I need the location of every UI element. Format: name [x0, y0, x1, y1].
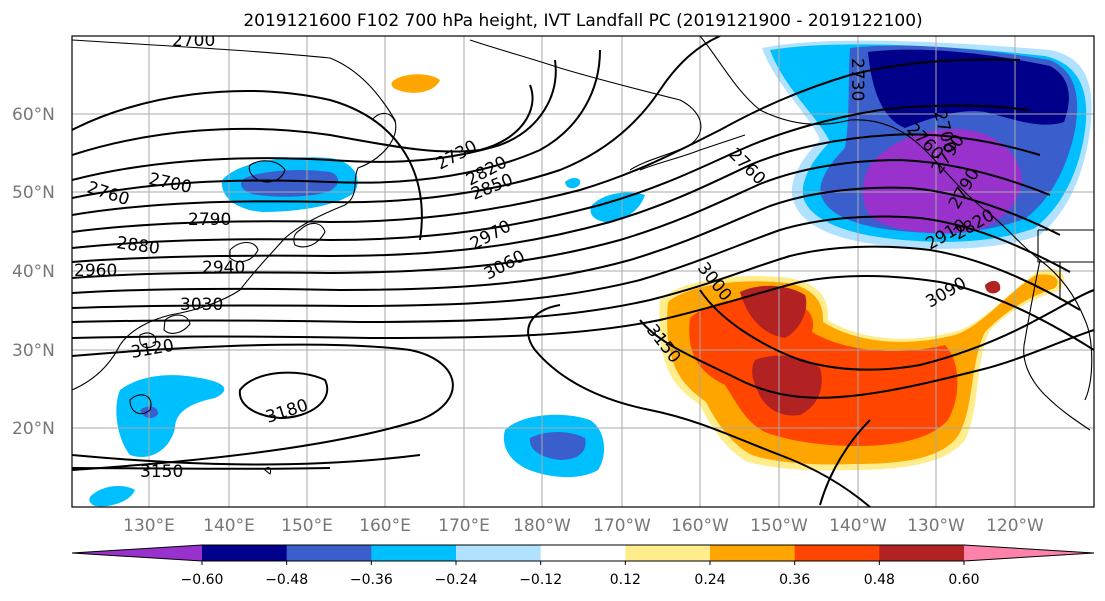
contour-label: 2790 [188, 210, 231, 230]
lat-label: 50°N [12, 183, 55, 203]
ivt-shading-tiny-patch [565, 178, 581, 189]
colorbar-tick-label: −0.48 [265, 572, 308, 588]
figure-title: 2019121600 F102 700 hPa height, IVT Land… [243, 11, 922, 31]
lat-label: 20°N [12, 419, 55, 439]
lon-label: 130°W [907, 516, 965, 536]
colorbar-tick-label: 0.24 [694, 572, 725, 588]
colorbar-tick-label: 0.36 [779, 572, 810, 588]
colorbar-segment [710, 545, 796, 561]
colorbar-tick-label: −0.12 [519, 572, 562, 588]
lat-label: 60°N [12, 105, 55, 125]
colorbar-tick-label: −0.24 [435, 572, 478, 588]
colorbar-extend-high [964, 545, 1094, 561]
lat-label: 30°N [12, 341, 55, 361]
lat-label: 40°N [12, 262, 55, 282]
lon-label: 150°E [281, 516, 333, 536]
lon-label: 170°W [593, 516, 651, 536]
colorbar-tick-label: 0.60 [948, 572, 979, 588]
ivt-shading-small-patch [590, 192, 645, 222]
lon-label: 120°W [986, 516, 1044, 536]
lon-label: 140°W [829, 516, 887, 536]
colorbar-segment [456, 545, 542, 561]
colorbar-tick-label: 0.48 [864, 572, 895, 588]
colorbar-segment [794, 545, 880, 561]
ivt-shading-negative-tropics [89, 375, 605, 507]
contour-label: 2960 [74, 261, 117, 281]
colorbar-tick-label: −0.60 [181, 572, 224, 588]
colorbar-extend-low [72, 545, 202, 561]
height-contours [72, 36, 1094, 507]
ivt-shading-small-orange [391, 74, 440, 93]
lon-label: 130°E [123, 516, 175, 536]
colorbar-segment [286, 545, 372, 561]
map-frame [71, 35, 1095, 508]
colorbar-segment [371, 545, 457, 561]
contour-label: 3150 [140, 462, 183, 482]
contour-label: 2730 [847, 58, 867, 101]
map-gridlines [72, 36, 1094, 507]
latitude-labels: 60°N 50°N 40°N 30°N 20°N [12, 105, 55, 439]
colorbar-segment [879, 545, 965, 561]
map-panel: 2700 2700 2760 2790 2880 2940 3030 3120 … [71, 31, 1095, 508]
contour-label: 2700 [172, 31, 215, 51]
colorbar-tick-label: −0.36 [350, 572, 393, 588]
lon-label: 150°W [750, 516, 808, 536]
colorbar-tick-label: 0.12 [610, 572, 641, 588]
colorbar: −0.60 −0.48 −0.36 −0.24 −0.12 0.12 0.24 0.36 0.4… [71, 544, 1095, 588]
ivt-shading-negative-japan [221, 157, 358, 212]
lon-label: 160°W [671, 516, 729, 536]
contour-label: 3030 [180, 295, 223, 315]
colorbar-segment [540, 545, 626, 561]
lon-label: 140°E [203, 516, 255, 536]
lon-label: 180°W [513, 516, 571, 536]
colorbar-segment [202, 545, 288, 561]
colorbar-segment [625, 545, 711, 561]
longitude-labels: 130°E 140°E 150°E 160°E 170°E 180°W 170°… [123, 516, 1044, 536]
lon-label: 170°E [438, 516, 490, 536]
lon-label: 160°E [359, 516, 411, 536]
contour-label: 2940 [202, 258, 245, 278]
